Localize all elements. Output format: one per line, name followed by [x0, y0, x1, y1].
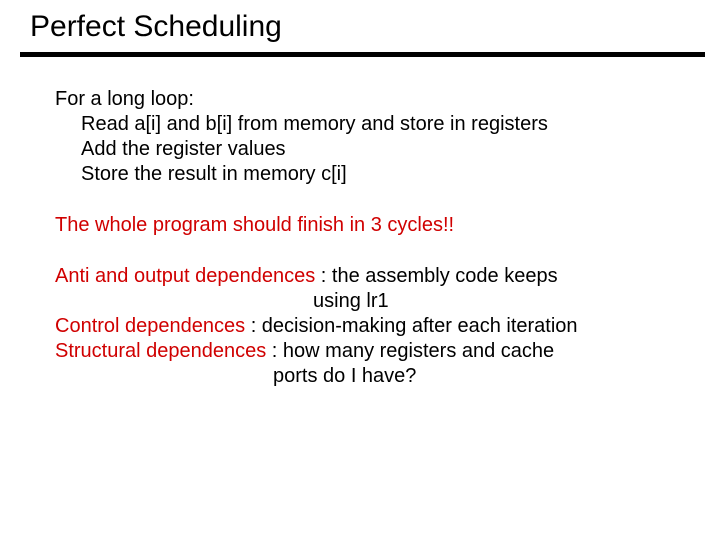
- anti-output-line: Anti and output dependences : the assemb…: [55, 264, 680, 289]
- structural-cont: ports do I have?: [55, 364, 680, 389]
- highlight-line: The whole program should finish in 3 cyc…: [55, 213, 680, 238]
- loop-step-add: Add the register values: [55, 137, 680, 162]
- slide-container: { "title": "Perfect Scheduling", "colors…: [0, 0, 720, 540]
- structural-desc: : how many registers and cache: [266, 340, 554, 362]
- highlight-block: The whole program should finish in 3 cyc…: [55, 213, 680, 238]
- loop-header: For a long loop:: [55, 87, 680, 112]
- loop-block: For a long loop: Read a[i] and b[i] from…: [55, 87, 680, 187]
- structural-line: Structural dependences : how many regist…: [55, 339, 680, 364]
- structural-term: Structural dependences: [55, 340, 266, 362]
- anti-output-cont: using lr1: [55, 289, 680, 314]
- control-line: Control dependences : decision-making af…: [55, 314, 680, 339]
- slide-body: For a long loop: Read a[i] and b[i] from…: [0, 57, 720, 389]
- dependences-block: Anti and output dependences : the assemb…: [55, 264, 680, 389]
- loop-step-store: Store the result in memory c[i]: [55, 162, 680, 187]
- anti-output-term: Anti and output dependences: [55, 265, 315, 287]
- anti-output-desc: : the assembly code keeps: [315, 265, 557, 287]
- control-term: Control dependences: [55, 315, 245, 337]
- control-desc: : decision-making after each iteration: [245, 315, 577, 337]
- slide-title: Perfect Scheduling: [0, 0, 720, 52]
- loop-step-read: Read a[i] and b[i] from memory and store…: [55, 112, 680, 137]
